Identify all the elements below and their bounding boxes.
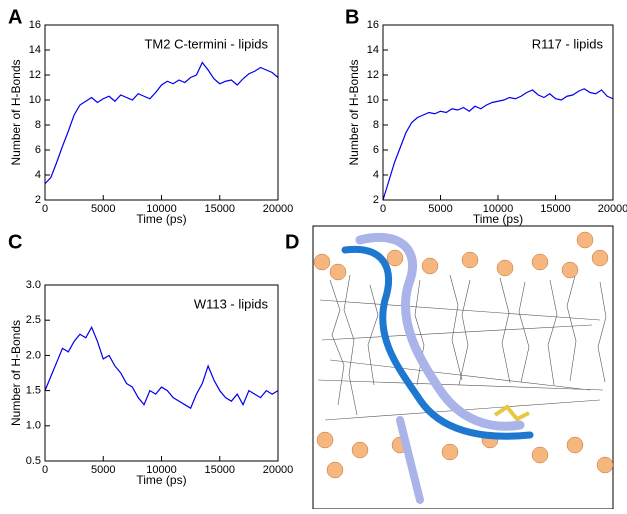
y-tick-label: 0.5 [26, 455, 41, 467]
x-axis-label: Time (ps) [473, 212, 523, 226]
x-tick-label: 10000 [146, 203, 177, 215]
x-tick-label: 20000 [263, 464, 294, 476]
x-tick-label: 0 [42, 464, 48, 476]
y-tick-label: 16 [29, 19, 41, 31]
x-tick-label: 20000 [263, 203, 294, 215]
data-line [44, 61, 279, 185]
y-tick-label: 12 [29, 69, 41, 81]
y-tick-label: 10 [367, 94, 379, 106]
panel-label: D [285, 231, 299, 253]
y-tick-label: 16 [367, 19, 379, 31]
x-tick-label: 20000 [598, 203, 627, 215]
y-tick-label: 2.5 [26, 314, 41, 326]
y-tick-label: 6 [373, 144, 379, 156]
y-tick-label: 1.5 [26, 385, 41, 397]
y-tick-label: 8 [35, 119, 41, 131]
y-axis-label: Number of H-Bonds [9, 59, 23, 165]
side-chain [493, 404, 530, 422]
y-tick-label: 14 [367, 44, 379, 56]
y-tick-label: 8 [373, 119, 379, 131]
y-tick-label: 14 [29, 44, 41, 56]
y-tick-label: 6 [35, 144, 41, 156]
y-tick-label: 4 [35, 169, 41, 181]
y-tick-label: 2.0 [26, 349, 41, 361]
panel-label: A [8, 6, 22, 28]
x-axis-label: Time (ps) [136, 212, 186, 226]
y-axis-label: Number of H-Bonds [9, 320, 23, 426]
lipid-tails [317, 274, 607, 421]
y-tick-label: 2 [35, 194, 41, 206]
panel-label: C [8, 231, 22, 253]
y-tick-label: 10 [29, 94, 41, 106]
y-tick-label: 3.0 [26, 279, 41, 291]
x-tick-label: 0 [42, 203, 48, 215]
annotation: W113 - lipids [194, 296, 269, 311]
y-tick-label: 12 [367, 69, 379, 81]
x-tick-label: 5000 [91, 203, 115, 215]
annotation: R117 - lipids [532, 36, 604, 51]
x-tick-label: 5000 [91, 464, 115, 476]
y-axis-label: Number of H-Bonds [347, 59, 361, 165]
x-tick-label: 15000 [540, 203, 571, 215]
x-tick-label: 5000 [428, 203, 452, 215]
x-tick-label: 15000 [204, 203, 235, 215]
annotation: TM2 C-termini - lipids [144, 36, 268, 51]
x-tick-label: 15000 [204, 464, 235, 476]
x-tick-label: 10000 [483, 203, 514, 215]
x-tick-label: 0 [380, 203, 386, 215]
y-tick-label: 1.0 [26, 420, 41, 432]
data-line [44, 325, 279, 410]
panel-label: B [345, 6, 359, 28]
protein-helix [341, 232, 534, 504]
lipid-headgroups [313, 231, 614, 479]
x-axis-label: Time (ps) [136, 473, 186, 487]
data-line [382, 88, 614, 201]
y-tick-label: 4 [373, 169, 379, 181]
x-tick-label: 10000 [146, 464, 177, 476]
structure-image [312, 225, 614, 510]
y-tick-label: 2 [373, 194, 379, 206]
